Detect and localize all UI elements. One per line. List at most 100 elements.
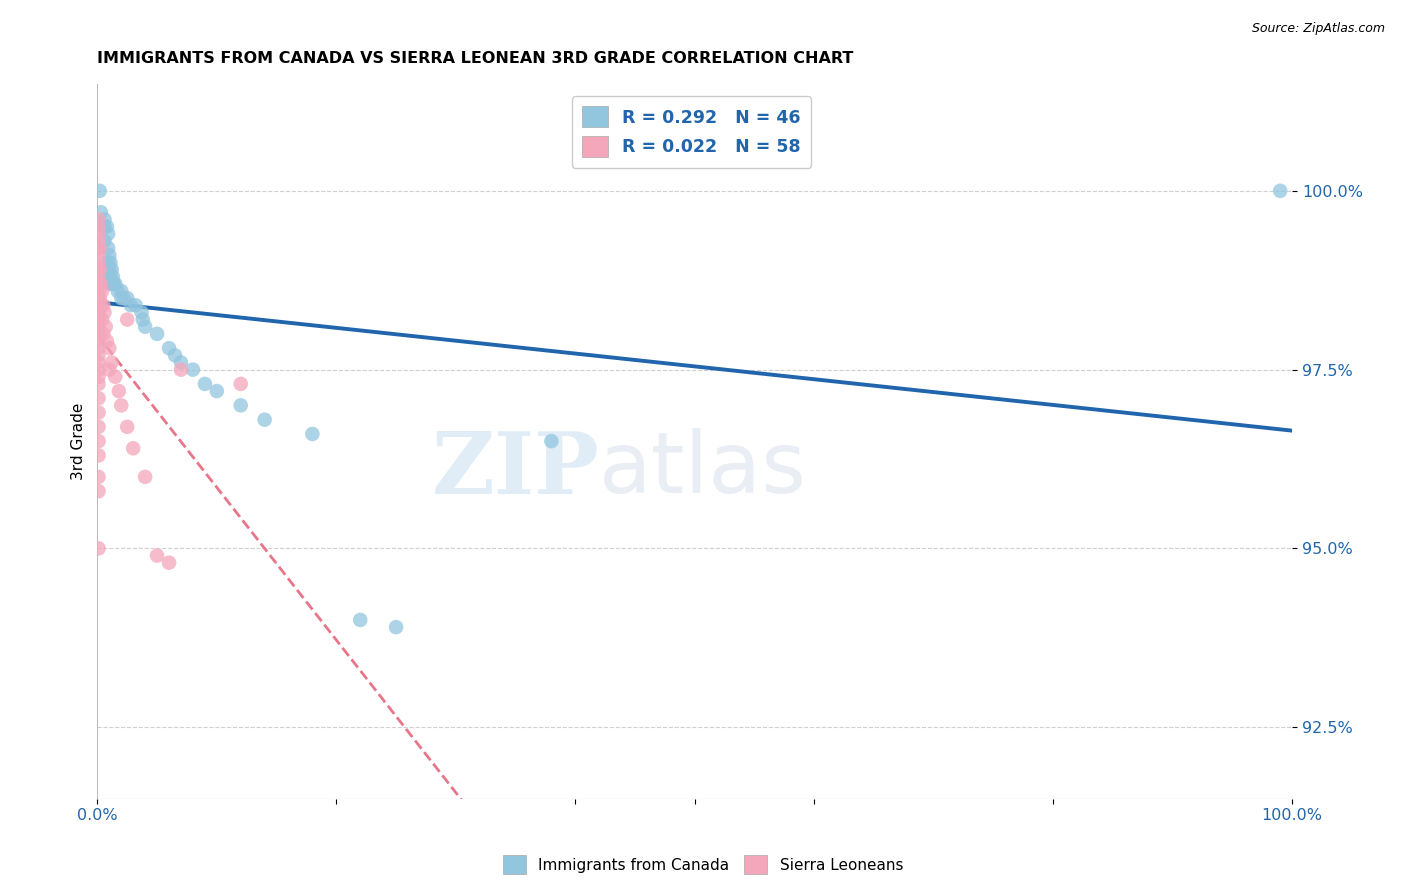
Point bbox=[101, 277, 124, 291]
Point bbox=[104, 277, 127, 291]
Point bbox=[93, 212, 115, 227]
Point bbox=[163, 348, 186, 362]
Point bbox=[87, 277, 110, 291]
Point bbox=[87, 234, 110, 248]
Point bbox=[124, 298, 146, 312]
Point bbox=[89, 241, 111, 255]
Point bbox=[103, 277, 125, 291]
Point bbox=[115, 420, 138, 434]
Point bbox=[101, 269, 124, 284]
Point bbox=[91, 312, 114, 326]
Point bbox=[110, 284, 132, 298]
Point bbox=[132, 312, 155, 326]
Point bbox=[110, 291, 132, 305]
Point bbox=[108, 384, 131, 398]
Point bbox=[112, 291, 135, 305]
Point bbox=[385, 620, 408, 634]
Point bbox=[87, 541, 110, 556]
Point bbox=[91, 298, 114, 312]
Point bbox=[134, 470, 156, 484]
Point bbox=[90, 205, 112, 219]
Point bbox=[90, 219, 112, 234]
Text: ZIP: ZIP bbox=[432, 428, 599, 512]
Point bbox=[87, 420, 110, 434]
Point bbox=[253, 412, 276, 426]
Point bbox=[98, 262, 121, 277]
Point bbox=[87, 369, 110, 384]
Point bbox=[97, 241, 120, 255]
Point bbox=[87, 248, 110, 262]
Point bbox=[93, 234, 115, 248]
Point bbox=[89, 184, 111, 198]
Point bbox=[122, 442, 145, 456]
Point bbox=[134, 319, 156, 334]
Point bbox=[146, 549, 169, 563]
Point bbox=[90, 298, 112, 312]
Point bbox=[87, 449, 110, 463]
Legend: R = 0.292   N = 46, R = 0.022   N = 58: R = 0.292 N = 46, R = 0.022 N = 58 bbox=[572, 95, 811, 168]
Point bbox=[91, 326, 114, 341]
Point bbox=[181, 362, 204, 376]
Point bbox=[131, 305, 153, 319]
Point bbox=[100, 262, 122, 277]
Point bbox=[97, 227, 120, 241]
Point bbox=[87, 219, 110, 234]
Point bbox=[98, 248, 121, 262]
Point bbox=[87, 255, 110, 269]
Point bbox=[100, 355, 122, 369]
Point bbox=[100, 277, 122, 291]
Point bbox=[104, 369, 127, 384]
Point bbox=[87, 262, 110, 277]
Point bbox=[120, 298, 142, 312]
Point bbox=[91, 284, 114, 298]
Point bbox=[87, 305, 110, 319]
Point bbox=[229, 398, 252, 412]
Point bbox=[89, 262, 111, 277]
Point bbox=[87, 470, 110, 484]
Point bbox=[301, 427, 323, 442]
Legend: Immigrants from Canada, Sierra Leoneans: Immigrants from Canada, Sierra Leoneans bbox=[496, 849, 910, 880]
Point bbox=[157, 556, 180, 570]
Point bbox=[96, 334, 118, 348]
Point bbox=[89, 291, 111, 305]
Point bbox=[96, 219, 118, 234]
Point bbox=[205, 384, 228, 398]
Point bbox=[229, 376, 252, 391]
Point bbox=[87, 362, 110, 376]
Point bbox=[98, 277, 121, 291]
Point bbox=[87, 341, 110, 355]
Point bbox=[87, 284, 110, 298]
Point bbox=[157, 341, 180, 355]
Point bbox=[540, 434, 562, 449]
Point bbox=[87, 227, 110, 241]
Point bbox=[115, 291, 138, 305]
Point bbox=[87, 405, 110, 419]
Point bbox=[87, 319, 110, 334]
Point bbox=[87, 326, 110, 341]
Point bbox=[87, 312, 110, 326]
Point bbox=[170, 362, 193, 376]
Point bbox=[100, 269, 122, 284]
Point bbox=[146, 326, 169, 341]
Point bbox=[87, 376, 110, 391]
Point bbox=[170, 355, 193, 369]
Point bbox=[87, 269, 110, 284]
Point bbox=[100, 255, 122, 269]
Text: atlas: atlas bbox=[599, 428, 807, 511]
Point bbox=[93, 219, 115, 234]
Point bbox=[87, 334, 110, 348]
Point bbox=[94, 319, 117, 334]
Text: Source: ZipAtlas.com: Source: ZipAtlas.com bbox=[1251, 22, 1385, 36]
Point bbox=[107, 284, 129, 298]
Point bbox=[98, 341, 121, 355]
Point bbox=[115, 312, 138, 326]
Point bbox=[98, 362, 121, 376]
Point bbox=[87, 355, 110, 369]
Point bbox=[87, 484, 110, 499]
Y-axis label: 3rd Grade: 3rd Grade bbox=[72, 402, 86, 480]
Point bbox=[87, 291, 110, 305]
Point bbox=[110, 398, 132, 412]
Point bbox=[194, 376, 217, 391]
Point bbox=[87, 212, 110, 227]
Point bbox=[87, 391, 110, 405]
